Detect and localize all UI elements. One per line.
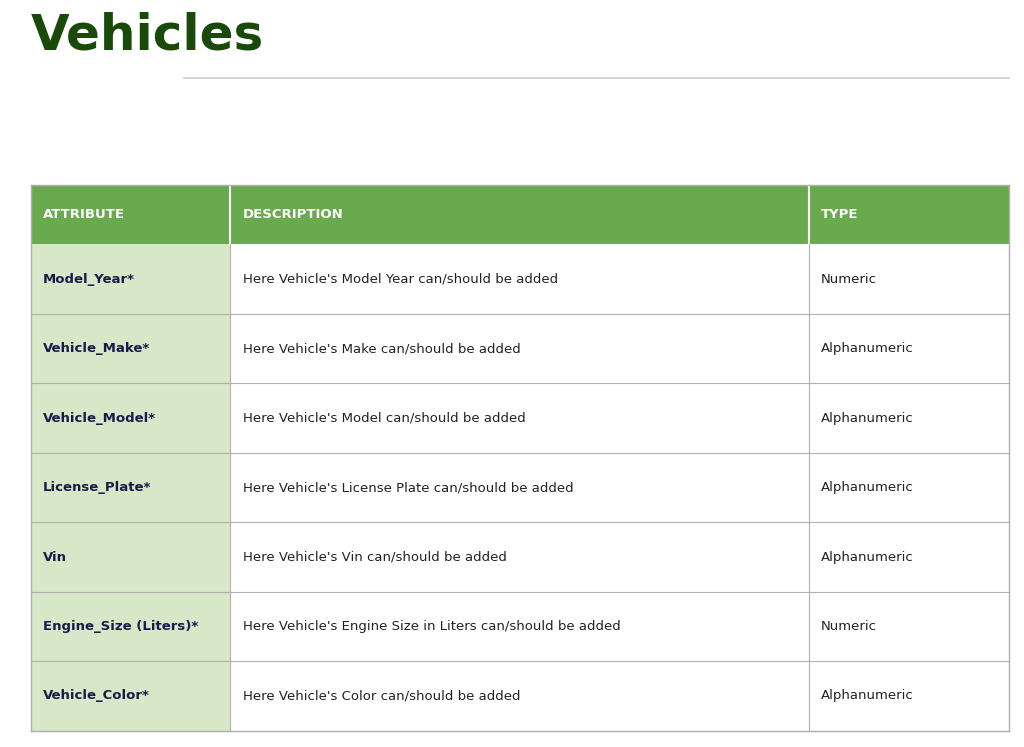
FancyBboxPatch shape	[31, 185, 1009, 244]
Text: Alphanumeric: Alphanumeric	[821, 481, 914, 494]
Text: Numeric: Numeric	[821, 620, 878, 633]
FancyBboxPatch shape	[230, 314, 1009, 383]
Text: ATTRIBUTE: ATTRIBUTE	[43, 208, 125, 221]
Text: Here Vehicle's Engine Size in Liters can/should be added: Here Vehicle's Engine Size in Liters can…	[243, 620, 621, 633]
Text: DESCRIPTION: DESCRIPTION	[243, 208, 343, 221]
Text: Alphanumeric: Alphanumeric	[821, 551, 914, 563]
Text: Vin: Vin	[43, 551, 67, 563]
Text: TYPE: TYPE	[821, 208, 859, 221]
Text: Alphanumeric: Alphanumeric	[821, 412, 914, 424]
Text: Here Vehicle's Color can/should be added: Here Vehicle's Color can/should be added	[243, 689, 520, 702]
Text: Vehicle_Make*: Vehicle_Make*	[43, 342, 151, 355]
Text: Here Vehicle's Make can/should be added: Here Vehicle's Make can/should be added	[243, 342, 520, 355]
Text: Engine_Size (Liters)*: Engine_Size (Liters)*	[43, 620, 199, 633]
FancyBboxPatch shape	[230, 661, 1009, 731]
Text: Numeric: Numeric	[821, 273, 878, 285]
FancyBboxPatch shape	[31, 314, 230, 383]
FancyBboxPatch shape	[230, 592, 1009, 661]
Text: License_Plate*: License_Plate*	[43, 481, 152, 494]
Text: Here Vehicle's Vin can/should be added: Here Vehicle's Vin can/should be added	[243, 551, 507, 563]
Text: Vehicle_Model*: Vehicle_Model*	[43, 412, 156, 424]
FancyBboxPatch shape	[230, 383, 1009, 453]
FancyBboxPatch shape	[31, 661, 230, 731]
FancyBboxPatch shape	[31, 522, 230, 592]
FancyBboxPatch shape	[31, 453, 230, 522]
FancyBboxPatch shape	[31, 383, 230, 453]
FancyBboxPatch shape	[230, 522, 1009, 592]
FancyBboxPatch shape	[230, 453, 1009, 522]
Text: Here Vehicle's Model can/should be added: Here Vehicle's Model can/should be added	[243, 412, 525, 424]
Text: Vehicle_Color*: Vehicle_Color*	[43, 689, 150, 702]
Text: Here Vehicle's License Plate can/should be added: Here Vehicle's License Plate can/should …	[243, 481, 573, 494]
Text: Here Vehicle's Model Year can/should be added: Here Vehicle's Model Year can/should be …	[243, 273, 558, 285]
Text: Alphanumeric: Alphanumeric	[821, 342, 914, 355]
FancyBboxPatch shape	[31, 592, 230, 661]
FancyBboxPatch shape	[31, 244, 230, 314]
FancyBboxPatch shape	[230, 244, 1009, 314]
Text: Vehicles: Vehicles	[31, 11, 264, 60]
Text: Alphanumeric: Alphanumeric	[821, 689, 914, 702]
Text: Model_Year*: Model_Year*	[43, 273, 135, 285]
